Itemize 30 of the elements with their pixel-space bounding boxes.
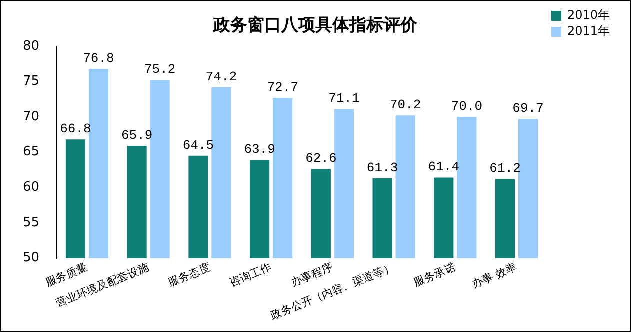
data-label: 70.2 bbox=[390, 98, 422, 113]
y-tick-label: 60 bbox=[22, 180, 40, 196]
data-label: 74.2 bbox=[206, 69, 238, 84]
x-tick-label: 服务态度 bbox=[166, 260, 212, 290]
y-tick-label: 70 bbox=[22, 109, 40, 124]
data-label: 64.5 bbox=[182, 138, 214, 153]
data-label: 70.0 bbox=[451, 98, 483, 114]
data-label: 61.2 bbox=[490, 161, 521, 176]
chart-title: 政务窗口八项具体指标评价 bbox=[212, 16, 418, 36]
x-tick-label: 咨询工作 bbox=[228, 260, 274, 290]
data-label: 69.7 bbox=[512, 101, 544, 116]
data-label: 65.9 bbox=[121, 128, 153, 143]
y-tick-label: 50 bbox=[22, 250, 40, 266]
y-tick-label: 80 bbox=[22, 38, 40, 54]
x-tick-label: 服务承诺 bbox=[412, 260, 458, 290]
data-label: 62.6 bbox=[306, 151, 337, 166]
y-tick-label: 65 bbox=[22, 144, 40, 160]
y-tick-label: 55 bbox=[22, 215, 40, 230]
data-label: 72.7 bbox=[267, 80, 298, 95]
data-label: 71.1 bbox=[328, 91, 360, 106]
legend-label: 2011年 bbox=[567, 24, 610, 38]
data-label: 63.9 bbox=[244, 142, 276, 158]
legend-label: 2010年 bbox=[567, 8, 610, 22]
data-label: 66.8 bbox=[60, 122, 92, 137]
data-label: 76.8 bbox=[83, 50, 114, 66]
data-label: 75.2 bbox=[144, 62, 176, 78]
y-tick-label: 75 bbox=[22, 74, 40, 90]
data-label: 61.3 bbox=[366, 160, 398, 176]
x-tick-label: 办事 效率 bbox=[470, 260, 519, 291]
data-label: 61.4 bbox=[428, 160, 460, 175]
